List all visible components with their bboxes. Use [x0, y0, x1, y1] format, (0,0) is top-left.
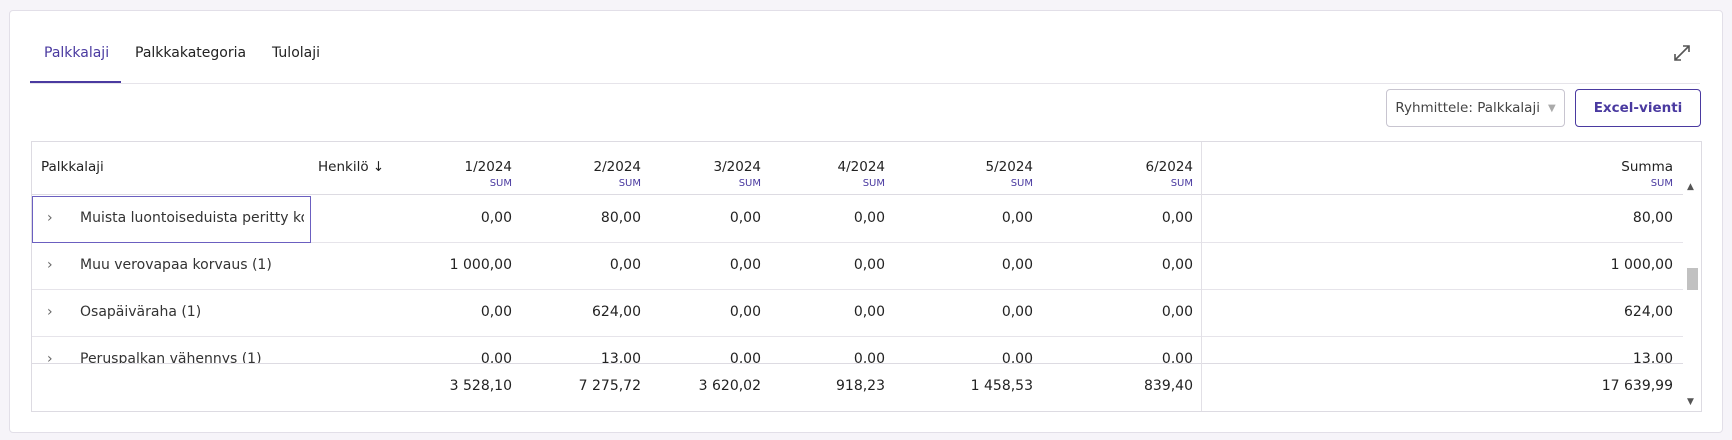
column-header[interactable]: Henkilö ↓ — [318, 159, 385, 175]
row[interactable] — [32, 242, 1683, 290]
column-divider — [1201, 142, 1202, 411]
column-sub: SUM — [618, 178, 641, 189]
cell-value: 80,00 — [600, 209, 641, 226]
scroll-down[interactable]: ▼ — [1687, 397, 1694, 407]
cell-value: 13,00 — [600, 350, 641, 367]
total-value: 1 458,53 — [970, 378, 1033, 394]
group-by-select[interactable]: Ryhmittele: Palkkalaji ▼ — [1386, 89, 1565, 127]
cell-value: 1 000,00 — [449, 256, 512, 273]
tab[interactable]: Palkkalaji — [44, 45, 110, 61]
column-header: 4/2024 — [837, 159, 886, 175]
totals-bg — [32, 363, 1683, 411]
cell-value: 0,00 — [480, 209, 512, 226]
scroll-up[interactable]: ▲ — [1687, 182, 1694, 192]
cell-value: 0,00 — [1161, 256, 1193, 273]
cell-value: 0,00 — [729, 209, 761, 226]
cell-value: 0,00 — [1161, 303, 1193, 320]
cell-value: 1 000,00 — [1610, 256, 1673, 273]
column-header: Palkkalaji — [41, 159, 104, 175]
column-header: 3/2024 — [713, 159, 762, 175]
cell-value: 0,00 — [1001, 256, 1033, 273]
cell-value: 624,00 — [592, 303, 641, 320]
cell-value: 13,00 — [1632, 350, 1673, 367]
column-header: 6/2024 — [1145, 159, 1194, 175]
column-sub: SUM — [1170, 178, 1193, 189]
card — [9, 10, 1723, 433]
cell-value: 0,00 — [609, 256, 641, 273]
column-header: 1/2024 — [464, 159, 513, 175]
scroll-thumb[interactable] — [1687, 268, 1698, 290]
row-label: Osapäiväraha (1) — [80, 303, 202, 320]
table: Palkkalaji Henkilö ↓ 1/2024 SUM 2/2024 SUM 3/2… — [31, 141, 1702, 412]
tab[interactable]: Palkkakategoria — [135, 45, 247, 61]
total-value: 7 275,72 — [578, 378, 641, 394]
column-header: 2/2024 — [593, 159, 642, 175]
row[interactable] — [32, 195, 1683, 243]
scrollbar — [1683, 182, 1701, 411]
total-value: 3 528,10 — [449, 378, 512, 394]
total-value: 918,23 — [836, 378, 885, 394]
header-bg — [32, 142, 1701, 195]
row[interactable] — [32, 289, 1683, 337]
cell-value: 0,00 — [1001, 303, 1033, 320]
tab-divider — [30, 83, 1700, 84]
cell-value: 0,00 — [729, 256, 761, 273]
expand-chevron[interactable]: › — [47, 350, 53, 367]
total-value: 3 620,02 — [698, 378, 761, 394]
cell-value: 0,00 — [853, 303, 885, 320]
focus-outline — [32, 196, 311, 243]
cell-value: 0,00 — [853, 209, 885, 226]
row-label: Muu verovapaa korvaus (1) — [80, 256, 272, 273]
cell-value: 0,00 — [853, 256, 885, 273]
column-sub: SUM — [1010, 178, 1033, 189]
column-header: 5/2024 — [985, 159, 1034, 175]
expand-chevron[interactable]: › — [47, 303, 53, 320]
column-sub: SUM — [862, 178, 885, 189]
cell-value: 80,00 — [1632, 209, 1673, 226]
cell-value: 0,00 — [480, 303, 512, 320]
tab[interactable]: Tulolaji — [272, 45, 321, 61]
row-label: Peruspalkan vähennys (1) — [80, 350, 262, 367]
cell-value: 624,00 — [1624, 303, 1673, 320]
total-value: 839,40 — [1144, 378, 1193, 394]
row-label: Muista luontoiseduista peritty korv — [80, 209, 304, 226]
cell-value: 0,00 — [729, 350, 761, 367]
expand-chevron[interactable]: › — [47, 256, 53, 273]
cell-value: 0,00 — [1161, 209, 1193, 226]
cell-value: 0,00 — [480, 350, 512, 367]
column-sub: SUM — [489, 178, 512, 189]
tab-indicator — [30, 81, 121, 83]
cell-value: 0,00 — [853, 350, 885, 367]
expand-icon[interactable] — [1672, 43, 1692, 63]
group-by-label: Ryhmittele: Palkkalaji — [1395, 100, 1540, 116]
cell-value: 0,00 — [1001, 350, 1033, 367]
total-value: 17 639,99 — [1601, 378, 1673, 394]
cell-value: 0,00 — [1161, 350, 1193, 367]
column-sub: SUM — [738, 178, 761, 189]
column-sub: SUM — [1650, 178, 1673, 189]
expand-chevron[interactable]: › — [47, 209, 53, 226]
column-header: Summa — [1621, 159, 1673, 175]
cell-value: 0,00 — [1001, 209, 1033, 226]
export-button[interactable]: Excel-vienti — [1575, 89, 1701, 127]
cell-value: 0,00 — [729, 303, 761, 320]
